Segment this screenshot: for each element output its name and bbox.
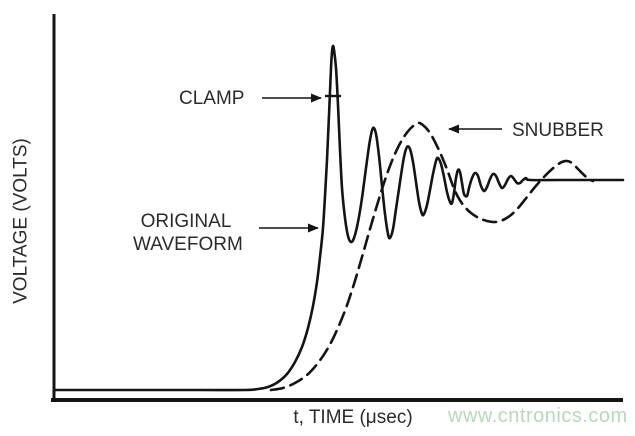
y-axis-label: VOLTAGE (VOLTS) xyxy=(10,138,32,304)
snubber-annotation-label: SNUBBER xyxy=(512,120,604,141)
curve-original-waveform xyxy=(54,44,625,392)
original-waveform-label-line2: WAVEFORM xyxy=(133,234,243,255)
curve-snubber xyxy=(269,121,595,392)
watermark-text: www.cntronics.com xyxy=(448,405,628,427)
clamp-annotation-label: CLAMP xyxy=(179,88,245,109)
original-waveform-annotation-label: ORIGINAL WAVEFORM xyxy=(133,210,243,256)
x-axis-label: t, TIME (μsec) xyxy=(293,407,413,428)
original-waveform-label-line1: ORIGINAL xyxy=(140,211,232,232)
